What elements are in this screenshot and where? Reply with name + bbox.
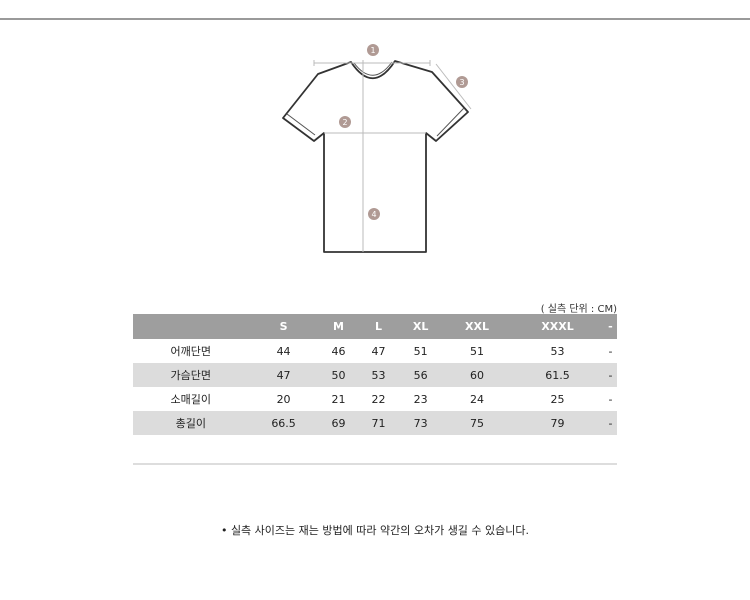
table-header: S M L XL XXL XXXL -: [133, 314, 617, 339]
unit-note: ( 실측 단위 : CM): [540, 304, 617, 315]
header-cell: XXL: [442, 314, 512, 339]
table-cell: 22: [371, 392, 386, 406]
marker-number: 1: [370, 46, 375, 55]
marker-circle: [456, 76, 468, 88]
header-cell: XL: [398, 314, 443, 339]
header-cell: -: [603, 314, 617, 339]
table-row: 어깨단면 44 46 47 51 51 53 -: [133, 339, 617, 363]
table-cell: 20: [276, 392, 291, 406]
table-cell: 21: [331, 392, 346, 406]
marker-circle: [367, 44, 379, 56]
tshirt-outline: [282, 60, 469, 253]
table-cell: 53: [358, 363, 399, 387]
table-cell: 75: [442, 411, 512, 435]
table-cell: 51: [469, 344, 484, 358]
table-cell: -: [603, 363, 617, 387]
table-cell: 56: [398, 363, 443, 387]
table-cell: 47: [371, 344, 386, 358]
table-cell: 47: [248, 363, 319, 387]
bottom-divider: [133, 463, 617, 465]
table-row: 소매길이 20 21 22 23 24 25 -: [133, 387, 617, 411]
header-cell: [133, 314, 249, 339]
header-cell: M: [318, 314, 359, 339]
table-cell: 69: [318, 411, 359, 435]
marker-circle: [339, 116, 351, 128]
table-cell: 53: [550, 344, 565, 358]
table-cell: 50: [318, 363, 359, 387]
table-cell: -: [608, 344, 613, 358]
table-cell: 71: [358, 411, 399, 435]
table-cell: 60: [442, 363, 512, 387]
row-label: 총길이: [133, 411, 249, 435]
header-cell: XXXL: [511, 314, 604, 339]
table-cell: 66.5: [248, 411, 319, 435]
sleeve-line: [435, 63, 472, 110]
table-cell: -: [608, 392, 613, 406]
table-cell: 46: [331, 344, 346, 358]
table-cell: 23: [413, 392, 428, 406]
marker-number: 2: [342, 118, 347, 127]
size-table: S M L XL XXL XXXL - 어깨단면 44 46 47 51 51 53- 가슴단면 47 50 5…: [133, 314, 617, 435]
table-cell: 79: [511, 411, 604, 435]
table-cell: 73: [398, 411, 443, 435]
row-label: 어깨단면: [170, 345, 212, 358]
table-cell: 61.5: [511, 363, 604, 387]
table-cell: -: [603, 411, 617, 435]
top-divider: [0, 18, 750, 20]
table-cell: 51: [413, 344, 428, 358]
measurement-note: • 실측 사이즈는 재는 방법에 따라 약간의 오차가 생길 수 있습니다.: [220, 524, 530, 537]
marker-number: 4: [371, 210, 376, 219]
table-row: 총길이 66.5 69 71 73 75 79-: [133, 411, 617, 435]
row-label: 가슴단면: [133, 363, 249, 387]
tshirt-diagram: 1 2 3 4: [282, 44, 472, 253]
table-cell: 25: [550, 392, 565, 406]
table-cell: 24: [469, 392, 484, 406]
header-cell: L: [358, 314, 399, 339]
header-cell: S: [248, 314, 319, 339]
table-cell: 44: [276, 344, 291, 358]
marker-number: 3: [459, 78, 464, 87]
table-row: 가슴단면 47 50 53 56 60 61.5-: [133, 363, 617, 387]
marker-circle: [368, 208, 380, 220]
row-label: 소매길이: [170, 393, 212, 406]
